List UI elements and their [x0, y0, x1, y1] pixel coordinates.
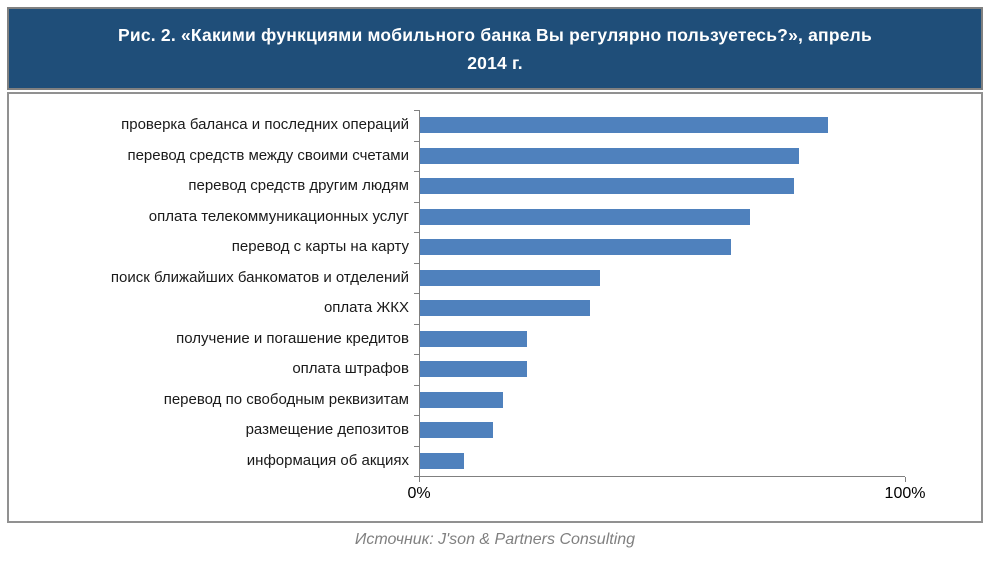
bar — [420, 147, 800, 164]
value-axis-tick-mark — [419, 477, 420, 482]
value-axis-line — [419, 476, 905, 477]
bar — [420, 117, 829, 134]
category-tick-mark — [414, 476, 419, 477]
bar-row — [420, 354, 828, 385]
category-label: проверка баланса и последних операций — [121, 116, 409, 133]
bar — [420, 300, 591, 317]
category-tick-mark — [414, 415, 419, 416]
bar-row — [420, 110, 829, 141]
category-tick-mark — [414, 293, 419, 294]
bar-row — [420, 324, 828, 355]
value-axis-tick-mark — [905, 477, 906, 482]
figure-title-line-1: Рис. 2. «Какими функциями мобильного бан… — [118, 24, 872, 45]
bar-row — [420, 293, 828, 324]
category-label: перевод с карты на карту — [231, 238, 409, 255]
category-label: информация об акциях — [246, 451, 409, 469]
bar — [420, 391, 503, 408]
category-tick-mark — [414, 323, 419, 325]
bar — [420, 452, 464, 469]
category-label: перевод средств между своими счетами — [127, 146, 409, 164]
category-label: оплата ЖКХ — [323, 299, 409, 316]
category-label: перевод по свободным реквизитам — [163, 390, 409, 408]
plot-area: 0% 100% — [407, 110, 979, 502]
bar — [420, 269, 600, 286]
bar-row — [420, 141, 828, 172]
category-label: поиск ближайших банкоматов и отделений — [110, 268, 409, 286]
category-label: оплата телекоммуникационных услуг — [148, 207, 409, 225]
figure-title-panel: Рис. 2. «Какими функциями мобильного бан… — [7, 7, 983, 90]
bar-row — [420, 385, 828, 416]
bar — [420, 422, 493, 439]
category-label: перевод средств другим людям — [188, 177, 409, 194]
bar-row — [420, 171, 828, 202]
bar-row — [420, 415, 828, 446]
source-note: Источник: J'son & Partners Consulting — [354, 531, 636, 548]
category-tick-mark — [414, 140, 419, 142]
bar — [420, 208, 751, 225]
category-tick-mark — [414, 171, 419, 172]
bar — [420, 178, 795, 195]
category-tick-mark — [414, 232, 419, 233]
category-tick-mark — [414, 445, 419, 447]
bar-row — [420, 232, 828, 263]
bar — [420, 239, 732, 256]
category-axis-line — [419, 110, 420, 482]
bar-row — [420, 446, 828, 477]
figure-title-line-2: 2014 г. — [467, 52, 523, 73]
category-tick-mark — [414, 201, 419, 203]
category-tick-mark — [414, 262, 419, 264]
value-axis-tick-label: 0% — [407, 485, 431, 502]
category-tick-mark — [414, 110, 419, 111]
bar — [420, 361, 527, 378]
bars-area — [420, 110, 829, 477]
category-tick-mark — [414, 354, 419, 355]
bar-row — [420, 202, 828, 233]
category-label: получение и погашение кредитов — [176, 329, 409, 347]
chart-panel: проверка баланса и последних операций пер… — [7, 92, 983, 523]
category-labels: проверка баланса и последних операций пер… — [9, 110, 409, 476]
bar-row — [420, 263, 828, 294]
value-axis-tick-label: 100% — [884, 485, 926, 502]
bar — [420, 330, 527, 347]
category-tick-mark — [414, 384, 419, 386]
category-label: размещение депозитов — [245, 421, 409, 438]
category-label: оплата штрафов — [292, 360, 409, 377]
